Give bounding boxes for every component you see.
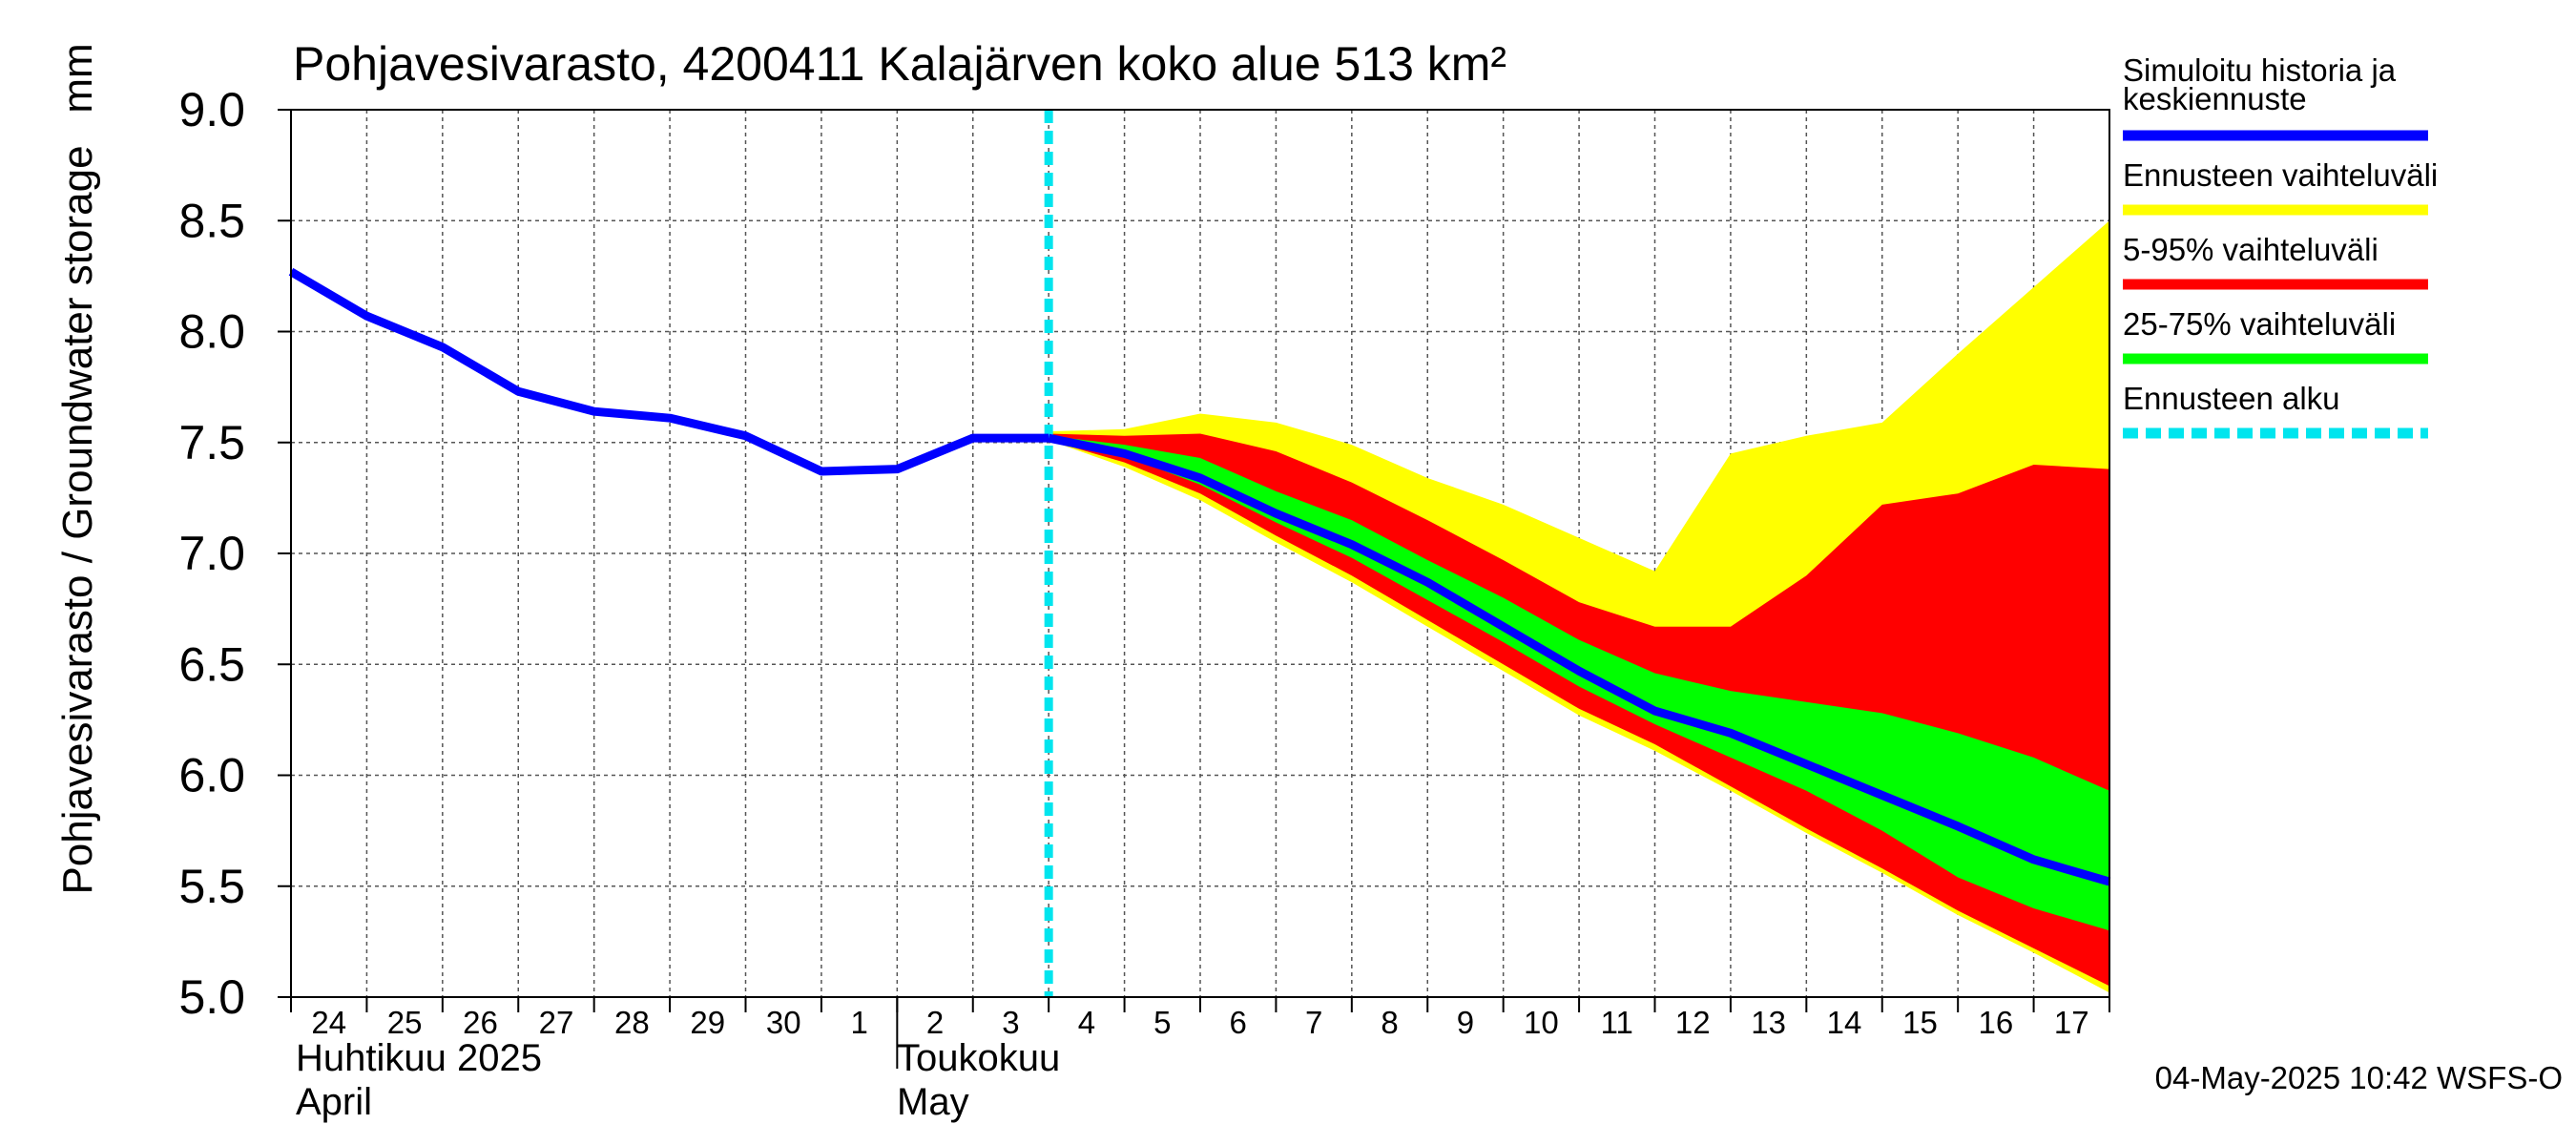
legend-label: Ennusteen alku — [2123, 381, 2340, 416]
y-tick-label: 7.5 — [178, 416, 245, 469]
y-tick-label: 5.5 — [178, 860, 245, 913]
y-tick-label: 6.0 — [178, 749, 245, 802]
x-tick-label: 25 — [387, 1005, 423, 1040]
axes — [278, 109, 2110, 1012]
x-tick-label: 8 — [1381, 1005, 1398, 1040]
x-tick-label: 2 — [926, 1005, 944, 1040]
legend-label: 25-75% vaihteluväli — [2123, 306, 2396, 342]
legend-label: Ennusteen vaihteluväli — [2123, 157, 2438, 193]
y-tick-label: 5.0 — [178, 970, 245, 1024]
legend-label: 5-95% vaihteluväli — [2123, 232, 2379, 267]
x-tick-label: 1 — [850, 1005, 867, 1040]
legend-label: keskiennuste — [2123, 81, 2307, 116]
chart-title: Pohjavesivarasto, 4200411 Kalajärven kok… — [293, 37, 1506, 91]
x-tick-label: 28 — [614, 1005, 650, 1040]
x-tick-label: 15 — [1902, 1005, 1938, 1040]
month-label-fi: Huhtikuu 2025 — [296, 1037, 542, 1079]
x-tick-labels: 24 25 26 27 28 29 30 1 2 3 4 5 6 7 8 9 10 11 12 13 14 15 16 17 — [311, 1005, 2088, 1040]
x-tick-label: 17 — [2054, 1005, 2089, 1040]
x-tick-label: 6 — [1230, 1005, 1247, 1040]
x-tick-label: 10 — [1524, 1005, 1559, 1040]
x-tick-label: 12 — [1675, 1005, 1711, 1040]
x-tick-label: 7 — [1305, 1005, 1322, 1040]
x-tick-label: 9 — [1457, 1005, 1474, 1040]
y-tick-label: 9.0 — [178, 83, 245, 136]
x-tick-label: 29 — [690, 1005, 725, 1040]
x-tick-label: 13 — [1751, 1005, 1786, 1040]
y-tick-label: 8.5 — [178, 194, 245, 247]
x-tick-label: 14 — [1827, 1005, 1862, 1040]
footer-timestamp: 04-May-2025 10:42 WSFS-O — [2155, 1060, 2563, 1095]
data-lines — [288, 110, 2111, 997]
x-tick-label: 24 — [311, 1005, 346, 1040]
x-tick-label: 16 — [1979, 1005, 2014, 1040]
y-axis-label: Pohjavesivarasto / Groundwater storage — [54, 145, 101, 894]
x-tick-label: 3 — [1002, 1005, 1019, 1040]
x-tick-label: 27 — [539, 1005, 574, 1040]
forecast-bands — [1049, 220, 2109, 993]
history-line — [288, 267, 1049, 476]
y-axis-unit: mm — [54, 43, 101, 113]
x-tick-label: 30 — [766, 1005, 801, 1040]
band-1 — [1049, 433, 2109, 987]
month-label-en: May — [897, 1081, 969, 1123]
band-2 — [1049, 435, 2109, 931]
month-label-fi: Toukokuu — [897, 1037, 1060, 1079]
x-tick-label: 11 — [1601, 1005, 1633, 1040]
y-tick-label: 7.0 — [178, 527, 245, 580]
y-tick-label: 8.0 — [178, 305, 245, 359]
x-tick-label: 26 — [463, 1005, 498, 1040]
x-tick-label: 5 — [1153, 1005, 1171, 1040]
y-tick-labels: 5.0 5.5 6.0 6.5 7.0 7.5 8.0 8.5 9.0 — [178, 83, 245, 1024]
x-tick-label: 4 — [1078, 1005, 1095, 1040]
legend-label: Simuloitu historia ja — [2123, 52, 2397, 88]
month-label-en: April — [296, 1081, 372, 1123]
median-forecast-line — [1048, 433, 2111, 886]
y-tick-label: 6.5 — [178, 637, 245, 691]
